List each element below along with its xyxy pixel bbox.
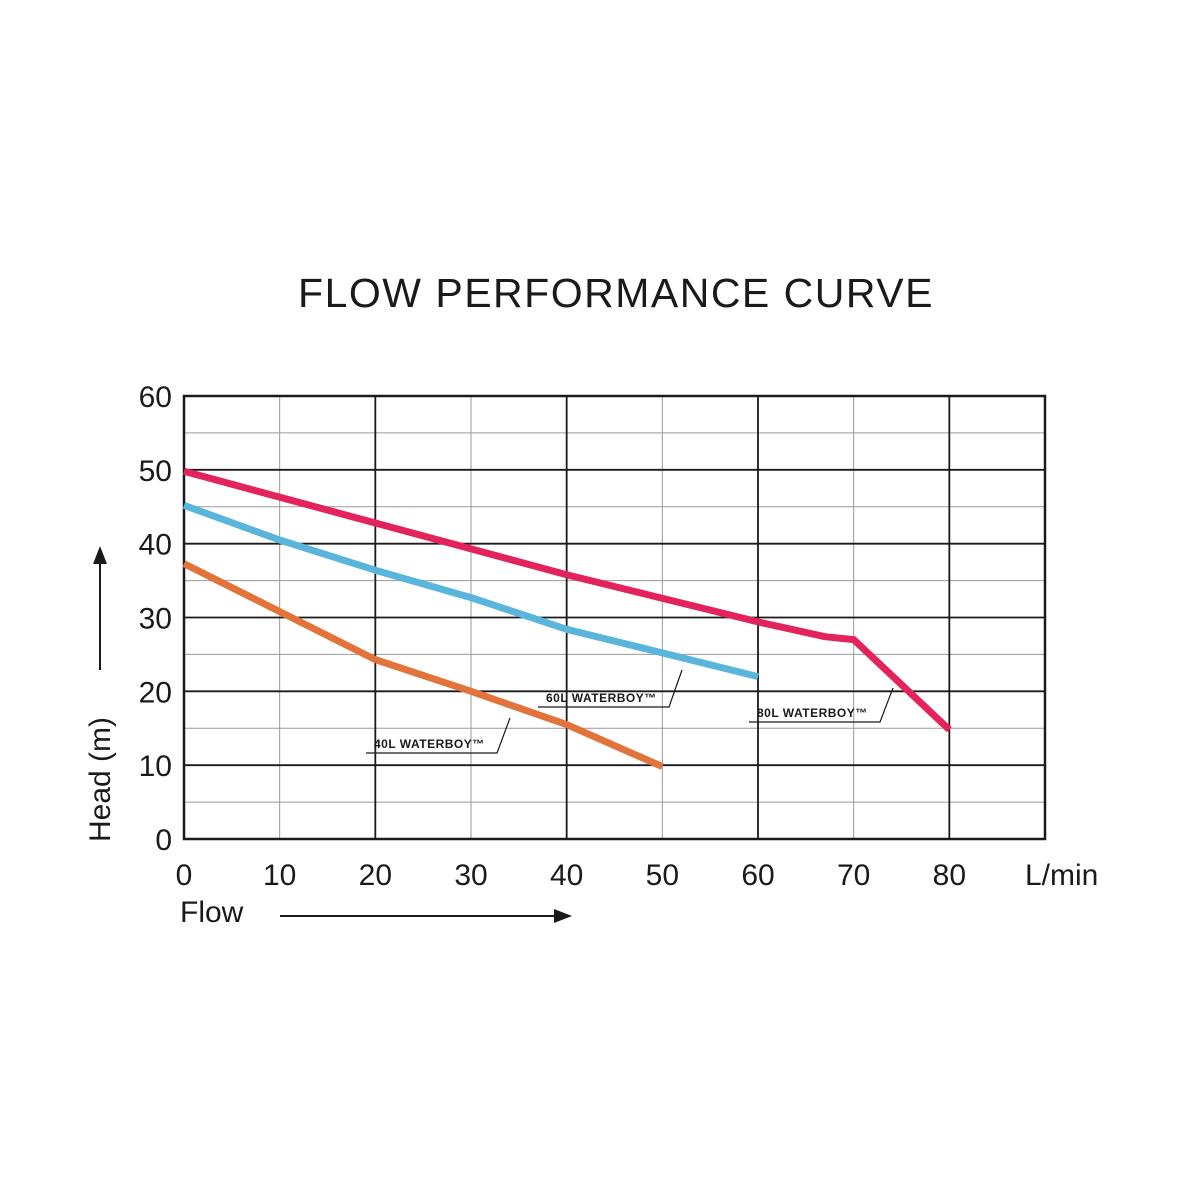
x-axis-arrow — [280, 909, 572, 923]
series-label-60l: 60L WATERBOY™ — [538, 669, 683, 708]
series-lines — [182, 467, 952, 770]
x-axis-label: Flow — [180, 896, 244, 929]
x-tick-label: 70 — [837, 859, 870, 892]
y-tick-label: 20 — [139, 676, 172, 709]
series-label-80l: 80L WATERBOY™ — [749, 687, 894, 723]
x-tick-labels: 0 10 20 30 40 50 60 70 80 — [176, 859, 966, 892]
major-gridlines — [184, 396, 1045, 839]
series-label-80l-text: 80L WATERBOY™ — [757, 706, 868, 720]
x-tick-label: 0 — [176, 859, 193, 892]
y-tick-label: 10 — [139, 750, 172, 783]
y-axis-arrow — [93, 546, 107, 670]
series-label-80l-leader — [749, 687, 894, 723]
y-tick-label: 50 — [139, 455, 172, 488]
series-label-40l-leader — [366, 717, 511, 754]
x-tick-label: 40 — [550, 859, 583, 892]
series-labels: 80L WATERBOY™ 60L WATERBOY™ 40L WATERBOY™ — [366, 669, 894, 754]
y-axis-label: Head (m) — [84, 717, 117, 842]
series-label-40l-text: 40L WATERBOY™ — [374, 737, 485, 751]
x-tick-label: 10 — [263, 859, 296, 892]
x-tick-label: 80 — [933, 859, 966, 892]
series-line-60l — [182, 502, 759, 680]
series-label-40l: 40L WATERBOY™ — [366, 717, 511, 754]
y-tick-label: 0 — [155, 824, 172, 857]
x-unit-label: L/min — [1025, 859, 1098, 892]
plot-frame — [182, 394, 1047, 841]
x-tick-label: 30 — [454, 859, 487, 892]
y-tick-labels: 0 10 20 30 40 50 60 — [139, 381, 172, 857]
series-line-80l — [183, 467, 952, 733]
x-tick-label: 50 — [646, 859, 679, 892]
y-tick-label: 40 — [139, 529, 172, 562]
y-tick-label: 30 — [139, 603, 172, 636]
series-line-40l — [182, 560, 664, 770]
series-label-60l-text: 60L WATERBOY™ — [546, 691, 657, 705]
x-tick-label: 20 — [359, 859, 392, 892]
series-label-60l-leader — [538, 669, 683, 708]
x-tick-label: 60 — [741, 859, 774, 892]
chart-title: FLOW PERFORMANCE CURVE — [298, 270, 934, 316]
y-tick-label: 60 — [139, 381, 172, 414]
